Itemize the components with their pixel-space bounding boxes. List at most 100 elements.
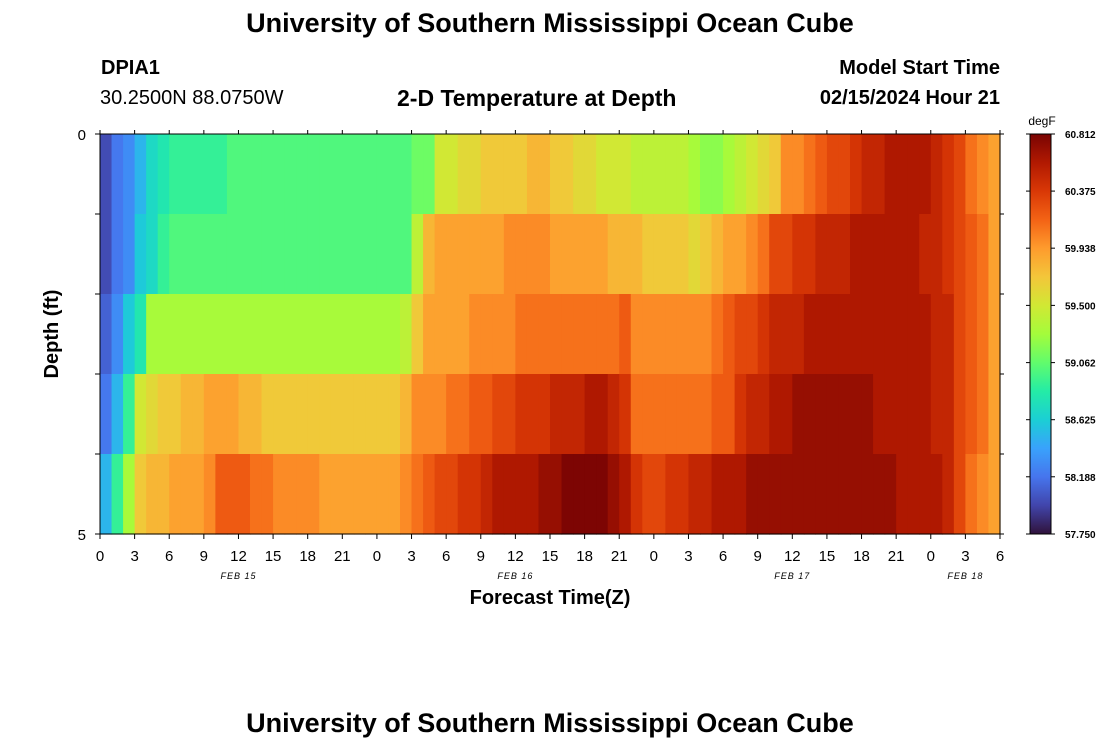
heatmap-cell (400, 374, 413, 455)
heatmap-cell (653, 374, 666, 455)
x-tick-label: 15 (542, 548, 559, 565)
heatmap-cell (550, 214, 563, 295)
heatmap-cell (584, 374, 597, 455)
heatmap-cell (803, 134, 816, 215)
x-axis: 0 3 6 9 12 15 18 21 0 3 6 9 12 15 18 21 0 3 6 9 12 15 18 21 0 3 6 F… (96, 130, 1004, 581)
heatmap-cell (642, 374, 655, 455)
heatmap-cell (446, 454, 459, 535)
heatmap-cell (630, 214, 643, 295)
heatmap-cell (861, 454, 874, 535)
heatmap-cell (157, 454, 170, 535)
heatmap-cell (157, 134, 170, 215)
heatmap-cell (353, 134, 366, 215)
heatmap-cell (619, 454, 632, 535)
heatmap-cell (180, 294, 193, 375)
heatmap-cell (123, 214, 136, 295)
heatmap-cell (953, 214, 966, 295)
heatmap-cell (157, 214, 170, 295)
heatmap-cell (353, 294, 366, 375)
heatmap-cell (365, 134, 378, 215)
heatmap-cell (665, 294, 678, 375)
heatmap-cell (676, 134, 690, 215)
heatmap-cell (723, 374, 736, 455)
heatmap-cell (503, 294, 516, 375)
heatmap-cell (226, 374, 240, 455)
heatmap-cell (792, 294, 805, 375)
heatmap-cell (792, 454, 805, 535)
heatmap-cell (342, 454, 355, 535)
heatmap-cell (342, 214, 355, 295)
heatmap-cell (780, 374, 793, 455)
heatmap-cell (723, 134, 736, 215)
heatmap-cell (561, 374, 574, 455)
heatmap-cell (676, 374, 690, 455)
heatmap-cell (596, 214, 609, 295)
heatmap-cell (826, 454, 840, 535)
heatmap-cell (988, 294, 1001, 375)
x-tick-label: 0 (373, 548, 381, 565)
heatmap-cell (342, 134, 355, 215)
heatmap-cell (769, 134, 782, 215)
heatmap-cell (596, 374, 609, 455)
heatmap-cell (342, 294, 355, 375)
heatmap-cell (250, 294, 263, 375)
x-tick-label: 12 (507, 548, 524, 565)
heatmap-cell (423, 454, 436, 535)
heatmap-cell (723, 454, 736, 535)
heatmap-cell (850, 294, 863, 375)
heatmap-cell (261, 294, 274, 375)
heatmap-cell (376, 294, 390, 375)
heatmap-cell (653, 134, 666, 215)
heatmap-cell (330, 134, 343, 215)
heatmap-cell (607, 134, 620, 215)
heatmap-cell (261, 214, 274, 295)
heatmap-cell (400, 214, 413, 295)
x-tick-label: 3 (684, 548, 692, 565)
heatmap-cell (296, 454, 309, 535)
heatmap-cell (100, 374, 113, 455)
heatmap-cell (250, 134, 263, 215)
heatmap-cell (700, 214, 713, 295)
station-id: DPIA1 (101, 57, 160, 79)
heatmap-cell (826, 214, 840, 295)
heatmap-cell (930, 374, 943, 455)
heatmap-cell (919, 134, 932, 215)
y-tick-label: 5 (78, 527, 86, 544)
heatmap-cell (434, 294, 447, 375)
heatmap-cell (457, 134, 470, 215)
heatmap-cell (480, 294, 493, 375)
heatmap-cell (642, 294, 655, 375)
heatmap-cell (273, 134, 286, 215)
heatmap-cell (723, 294, 736, 375)
heatmap-cell (492, 134, 505, 215)
station-coordinates: 30.2500N 88.0750W (100, 87, 284, 109)
heatmap-cell (503, 374, 516, 455)
heatmap-cell (988, 134, 1001, 215)
heatmap-cell (884, 294, 897, 375)
heatmap-cell (653, 294, 666, 375)
heatmap-cell (619, 374, 632, 455)
heatmap-cell (538, 214, 551, 295)
heatmap-cell (146, 134, 159, 215)
x-tick-label: 0 (96, 548, 104, 565)
heatmap-cell (238, 134, 251, 215)
heatmap-cell (480, 214, 493, 295)
heatmap-cell (284, 374, 297, 455)
heatmap-cell (965, 294, 978, 375)
heatmap-cell (238, 454, 251, 535)
heatmap-cell (930, 134, 943, 215)
heatmap-cell (700, 374, 713, 455)
heatmap-cell (711, 294, 724, 375)
heatmap-cell (457, 374, 470, 455)
heatmap-cell (296, 294, 309, 375)
heatmap-cell (411, 374, 424, 455)
colorbar-tick-label: 58.188 (1065, 473, 1096, 484)
heatmap-cell (942, 134, 955, 215)
heatmap-cell (607, 374, 620, 455)
heatmap-cell (480, 374, 493, 455)
heatmap-cell (319, 214, 332, 295)
heatmap-cell (169, 134, 182, 215)
heatmap-cell (492, 454, 505, 535)
heatmap-cell (573, 294, 586, 375)
